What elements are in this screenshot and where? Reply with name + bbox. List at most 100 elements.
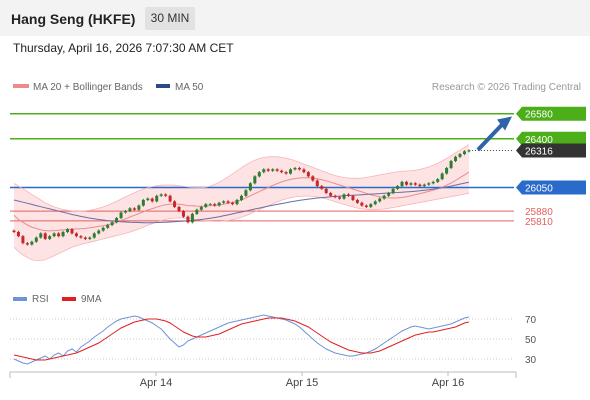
candle-body xyxy=(141,199,145,206)
candle-body xyxy=(52,233,56,237)
candle-body xyxy=(16,231,20,237)
candle-body xyxy=(387,193,391,196)
candle-body xyxy=(208,204,212,206)
level-tag-label: 25810 xyxy=(525,217,553,228)
candle-body xyxy=(97,230,101,234)
x-tick-label: Apr 16 xyxy=(432,377,464,389)
level-tag-26050 xyxy=(516,180,586,195)
candle-body xyxy=(57,233,61,237)
candle-body xyxy=(199,206,203,210)
candle-body xyxy=(409,183,413,185)
candle-body xyxy=(378,198,382,202)
rsi-ma-line xyxy=(13,317,470,361)
candle-body xyxy=(271,169,275,171)
candle-body xyxy=(391,188,395,194)
bollinger-lower-line xyxy=(13,192,469,261)
candle-body xyxy=(137,205,141,210)
rsi-legend-swatch xyxy=(13,297,27,301)
candle-body xyxy=(204,204,208,207)
candle-body xyxy=(373,201,377,205)
candle-body xyxy=(248,183,252,191)
candle-body xyxy=(338,197,342,199)
candle-body xyxy=(280,170,284,173)
candle-body xyxy=(289,169,293,174)
candle-body xyxy=(445,167,449,174)
level-tag-label: 26316 xyxy=(525,146,553,157)
candle-body xyxy=(110,222,114,226)
candle-body xyxy=(382,195,386,199)
candle-body xyxy=(21,236,25,244)
candle-body xyxy=(12,230,16,232)
rsi-tick-label: 30 xyxy=(525,355,537,366)
candle-body xyxy=(275,169,279,171)
timeframe-badge[interactable]: 30 MIN xyxy=(145,7,195,30)
candle-body xyxy=(257,172,261,177)
candle-body xyxy=(48,236,52,239)
ma20-legend-label: MA 20 + Bollinger Bands xyxy=(33,82,143,93)
level-tag-26316 xyxy=(516,143,586,158)
candle-body xyxy=(467,150,471,152)
level-tag-26400 xyxy=(516,131,586,146)
candle-body xyxy=(342,194,346,199)
candle-body xyxy=(222,201,226,203)
candle-body xyxy=(190,213,194,223)
candle-body xyxy=(369,204,373,207)
chart-header: Hang Seng (HKFE) 30 MIN xyxy=(0,0,590,36)
trend-arrow-head xyxy=(497,116,512,131)
level-tag-label: 25880 xyxy=(525,207,553,218)
candle-body xyxy=(262,169,266,173)
candle-body xyxy=(83,237,87,239)
trend-arrow-shaft xyxy=(476,120,507,152)
ma9-legend-swatch xyxy=(62,297,76,301)
bollinger-band xyxy=(14,144,469,261)
candle-body xyxy=(181,211,185,217)
x-tick-label: Apr 14 xyxy=(140,377,172,389)
x-axis: Apr 14 Apr 15 Apr 16 xyxy=(140,372,464,389)
candle-body xyxy=(284,172,288,174)
candle-body xyxy=(128,208,132,212)
candle-body xyxy=(297,167,301,170)
ma50-legend-swatch xyxy=(156,84,170,88)
candle-body xyxy=(231,202,235,205)
candle-body xyxy=(92,233,96,238)
candle-body xyxy=(186,216,190,223)
rsi-panel: 30 50 70 xyxy=(10,314,537,366)
candle-body xyxy=(458,154,462,157)
candle-body xyxy=(315,180,319,187)
candle-body xyxy=(454,156,458,162)
candle-body xyxy=(253,176,257,184)
candle-body xyxy=(418,184,422,187)
candle-body xyxy=(440,173,444,180)
candle-body xyxy=(124,211,127,213)
candle-body xyxy=(173,201,177,207)
candle-body xyxy=(39,233,43,238)
candle-body xyxy=(106,225,110,228)
candle-body xyxy=(119,212,123,219)
rsi-legend-label: RSI xyxy=(32,294,49,305)
candle-body xyxy=(311,176,315,181)
candle-body xyxy=(115,218,119,223)
candle-body xyxy=(146,198,150,200)
candle-body xyxy=(159,194,163,196)
candle-body xyxy=(431,181,435,184)
candle-body xyxy=(320,186,324,189)
instrument-title: Hang Seng (HKFE) xyxy=(11,11,136,27)
candle-body xyxy=(413,183,417,185)
candle-body xyxy=(66,229,70,232)
candle-body xyxy=(177,206,181,212)
candle-body xyxy=(333,195,337,198)
candle-body xyxy=(351,195,355,200)
candle-body xyxy=(449,161,453,168)
x-tick-label: Apr 15 xyxy=(286,377,318,389)
rsi-line xyxy=(13,314,470,365)
chart-datetime: Thursday, April 16, 2026 7:07:30 AM CET xyxy=(13,41,234,55)
candle-body xyxy=(293,167,297,170)
candle-body xyxy=(306,172,310,177)
bollinger-upper-line xyxy=(13,144,470,212)
candle-body xyxy=(404,181,408,185)
candle-body xyxy=(422,184,426,187)
candle-body xyxy=(168,195,172,202)
rsi-tick-label: 70 xyxy=(525,315,537,326)
